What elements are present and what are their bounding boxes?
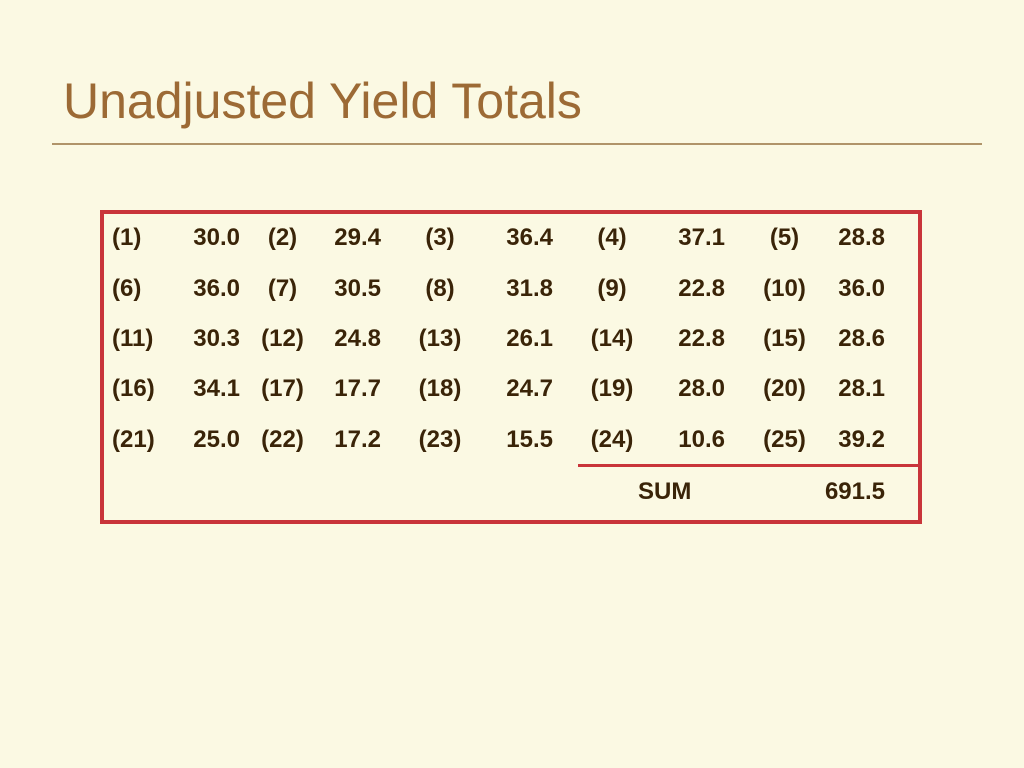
plot-yield-value: 28.1 bbox=[838, 375, 885, 402]
plot-label: (8) bbox=[425, 275, 455, 302]
plot-yield-value: 30.5 bbox=[334, 275, 381, 302]
plot-yield-value: 28.0 bbox=[678, 375, 725, 402]
slide-title: Unadjusted Yield Totals bbox=[63, 73, 582, 129]
title-divider bbox=[52, 143, 982, 145]
plot-yield-value: 28.8 bbox=[838, 224, 885, 251]
plot-label: (17) bbox=[261, 375, 304, 402]
sum-value: 691.5 bbox=[824, 478, 885, 505]
plot-yield-value: 37.1 bbox=[678, 224, 725, 251]
plot-label: (18) bbox=[418, 375, 462, 402]
sum-divider bbox=[578, 464, 918, 467]
plot-yield-value: 24.8 bbox=[334, 325, 381, 352]
plot-yield-value: 22.8 bbox=[678, 325, 725, 352]
plot-yield-value: 31.8 bbox=[506, 275, 553, 302]
plot-label: (21) bbox=[112, 426, 155, 453]
plot-yield-value: 29.4 bbox=[334, 224, 381, 251]
plot-label: (20) bbox=[763, 375, 806, 402]
plot-yield-value: 34.1 bbox=[193, 375, 240, 402]
plot-yield-value: 10.6 bbox=[678, 426, 725, 453]
plot-yield-value: 17.7 bbox=[334, 375, 381, 402]
plot-yield-value: 26.1 bbox=[506, 325, 553, 352]
plot-yield-value: 24.7 bbox=[506, 375, 553, 402]
plot-label: (2) bbox=[267, 224, 298, 251]
plot-yield-value: 30.0 bbox=[193, 224, 240, 251]
plot-yield-value: 36.4 bbox=[506, 224, 553, 251]
plot-label: (22) bbox=[261, 426, 304, 453]
plot-label: (14) bbox=[590, 325, 634, 352]
plot-label: (16) bbox=[112, 375, 155, 402]
plot-label: (12) bbox=[261, 325, 304, 352]
plot-label: (1) bbox=[112, 224, 142, 251]
sum-label: SUM bbox=[638, 478, 692, 505]
plot-label: (25) bbox=[763, 426, 806, 453]
plot-label: (4) bbox=[597, 224, 627, 251]
plot-yield-value: 22.8 bbox=[678, 275, 725, 302]
plot-yield-value: 30.3 bbox=[193, 325, 240, 352]
plot-yield-value: 28.6 bbox=[838, 325, 885, 352]
plot-yield-value: 17.2 bbox=[334, 426, 381, 453]
yield-table-frame bbox=[100, 210, 922, 524]
plot-label: (13) bbox=[418, 325, 462, 352]
plot-label: (11) bbox=[112, 325, 154, 352]
plot-yield-value: 39.2 bbox=[838, 426, 885, 453]
plot-label: (7) bbox=[267, 275, 298, 302]
plot-yield-value: 36.0 bbox=[838, 275, 885, 302]
plot-label: (24) bbox=[590, 426, 634, 453]
plot-label: (6) bbox=[112, 275, 142, 302]
plot-label: (19) bbox=[590, 375, 634, 402]
plot-label: (9) bbox=[597, 275, 627, 302]
plot-label: (15) bbox=[763, 325, 806, 352]
plot-yield-value: 25.0 bbox=[193, 426, 240, 453]
plot-label: (5) bbox=[769, 224, 800, 251]
plot-label: (3) bbox=[425, 224, 455, 251]
plot-label: (23) bbox=[418, 426, 462, 453]
plot-label: (10) bbox=[763, 275, 806, 302]
plot-yield-value: 15.5 bbox=[506, 426, 553, 453]
plot-yield-value: 36.0 bbox=[193, 275, 240, 302]
